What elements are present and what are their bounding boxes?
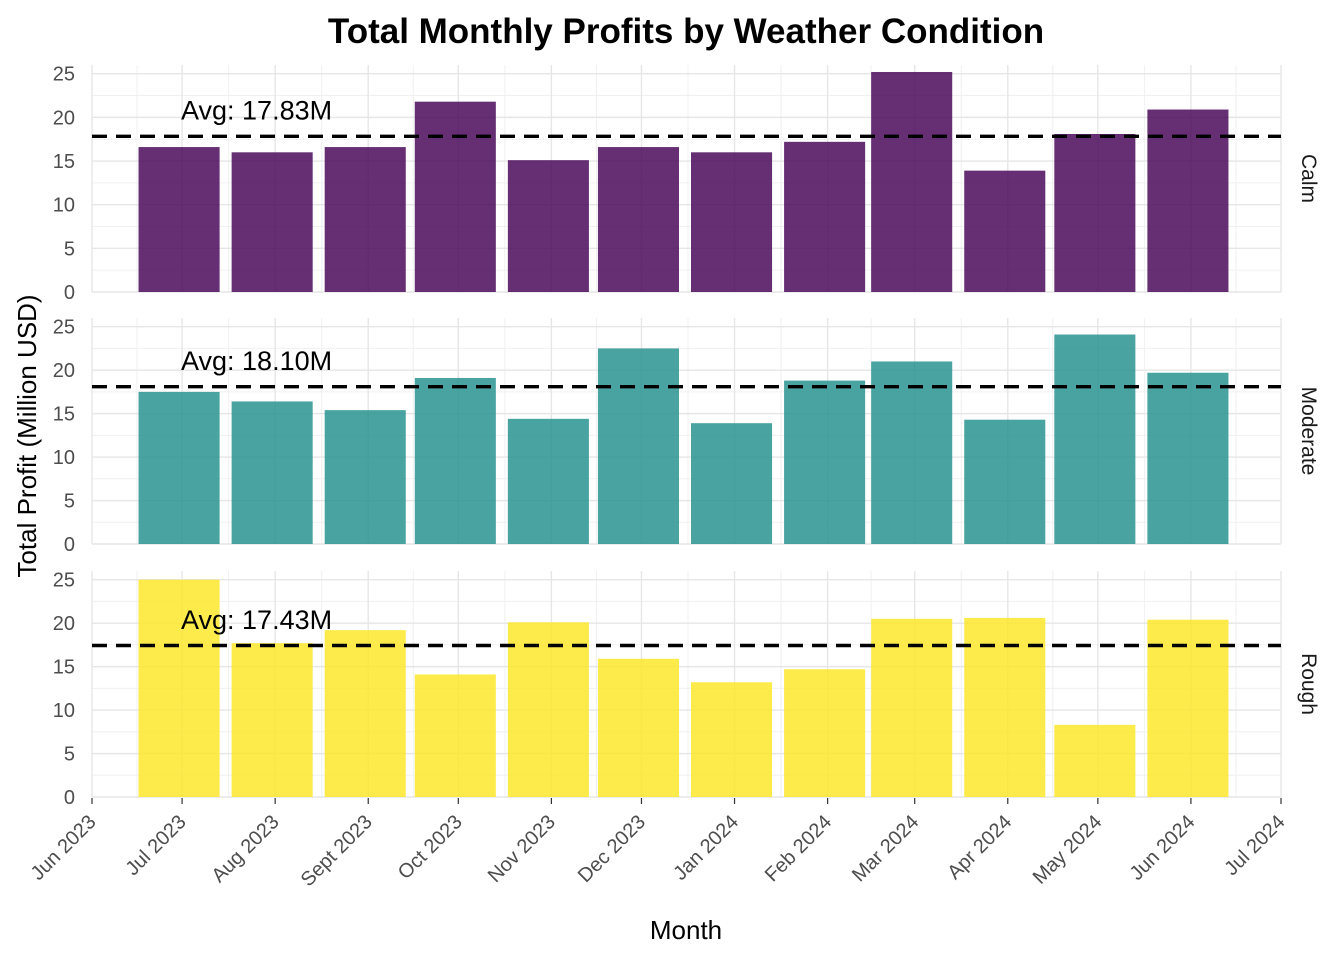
facet-strip-label: Rough xyxy=(1297,653,1320,715)
facet-strip-label: Calm xyxy=(1297,154,1320,203)
bar-calm xyxy=(964,170,1046,292)
x-tick-label: Jul 2024 xyxy=(1221,811,1290,880)
y-tick-label: 25 xyxy=(53,570,75,592)
x-tick-label: Aug 2023 xyxy=(208,811,284,887)
y-tick-label: 5 xyxy=(64,744,75,766)
y-axis-title: Total Profit (Million USD) xyxy=(12,294,42,577)
bar-rough xyxy=(1147,619,1229,797)
panels: Avg: 17.83M 0 5 10 15 20 25 Calm Avg: 18.10M 0 5 10… xyxy=(53,64,1320,809)
bar-calm xyxy=(597,147,679,292)
x-tick-label: Jun 2024 xyxy=(1126,811,1200,885)
x-axis-title: Month xyxy=(650,915,722,945)
bar-calm xyxy=(691,152,773,292)
bar-calm xyxy=(324,147,406,292)
bar-calm xyxy=(1147,109,1229,293)
average-label: Avg: 17.83M xyxy=(181,96,332,126)
bar-rough xyxy=(231,643,313,797)
bar-rough xyxy=(784,669,866,797)
bar-rough xyxy=(414,674,496,797)
bar-calm xyxy=(871,71,953,292)
bar-calm xyxy=(1054,133,1136,292)
y-tick-label: 20 xyxy=(53,107,75,129)
bar-calm xyxy=(138,147,220,292)
bar-moderate xyxy=(1147,372,1229,544)
bar-moderate xyxy=(231,401,313,544)
bar-moderate xyxy=(964,419,1046,544)
bar-calm xyxy=(231,152,313,292)
x-tick-label: Jan 2024 xyxy=(669,811,743,885)
bar-moderate xyxy=(597,348,679,544)
bar-moderate xyxy=(414,377,496,544)
panel-moderate: Avg: 18.10M 0 5 10 15 20 25 Moderate xyxy=(53,317,1320,556)
y-tick-label: 0 xyxy=(64,534,75,556)
panel-rough: Avg: 17.43M 0 5 10 15 20 25 Rough xyxy=(53,570,1320,809)
bar-moderate xyxy=(784,380,866,544)
y-tick-label: 20 xyxy=(53,360,75,382)
bar-rough xyxy=(507,622,589,797)
bar-calm xyxy=(507,160,589,292)
x-tick-label: Apr 2024 xyxy=(943,811,1016,884)
y-tick-label: 15 xyxy=(53,404,75,426)
x-tick-label: Mar 2024 xyxy=(848,811,923,886)
bar-calm xyxy=(784,141,866,292)
bar-rough xyxy=(691,682,773,797)
y-tick-label: 5 xyxy=(64,491,75,513)
y-tick-label: 10 xyxy=(53,447,75,469)
bar-rough xyxy=(871,618,953,797)
bar-moderate xyxy=(324,410,406,544)
y-tick-label: 10 xyxy=(53,195,75,217)
x-tick-label: May 2024 xyxy=(1029,811,1107,889)
y-tick-label: 20 xyxy=(53,613,75,635)
bar-moderate xyxy=(507,418,589,544)
y-tick-label: 0 xyxy=(64,282,75,304)
bar-rough xyxy=(1054,724,1136,797)
bar-moderate xyxy=(1054,334,1136,544)
bar-moderate xyxy=(691,423,773,544)
y-tick-label: 15 xyxy=(53,151,75,173)
x-axis: Jun 2023 Jul 2023 Aug 2023 Sept 2023 Oct 202… xyxy=(27,798,1290,891)
x-tick-label: Jul 2023 xyxy=(122,811,191,880)
bar-rough xyxy=(964,617,1046,797)
y-tick-label: 15 xyxy=(53,657,75,679)
chart-title: Total Monthly Profits by Weather Conditi… xyxy=(328,12,1044,51)
y-tick-label: 25 xyxy=(53,64,75,86)
x-tick-label: Nov 2023 xyxy=(484,811,560,887)
bar-rough xyxy=(324,630,406,797)
bar-rough xyxy=(138,579,220,797)
bar-moderate xyxy=(871,361,953,544)
x-tick-label: Feb 2024 xyxy=(761,811,836,886)
y-tick-label: 0 xyxy=(64,787,75,809)
bar-moderate xyxy=(138,391,220,544)
panel-calm: Avg: 17.83M 0 5 10 15 20 25 Calm xyxy=(53,64,1320,304)
average-label: Avg: 17.43M xyxy=(181,605,332,635)
x-tick-label: Dec 2023 xyxy=(574,811,650,887)
x-tick-label: Sept 2023 xyxy=(297,811,377,891)
y-tick-label: 10 xyxy=(53,700,75,722)
y-tick-label: 25 xyxy=(53,317,75,339)
average-label: Avg: 18.10M xyxy=(181,346,332,376)
x-tick-label: Oct 2023 xyxy=(394,811,467,884)
bar-calm xyxy=(414,101,496,293)
x-tick-label: Jun 2023 xyxy=(27,811,101,885)
y-tick-label: 5 xyxy=(64,238,75,260)
bar-rough xyxy=(597,658,679,797)
facet-strip-label: Moderate xyxy=(1297,387,1320,476)
